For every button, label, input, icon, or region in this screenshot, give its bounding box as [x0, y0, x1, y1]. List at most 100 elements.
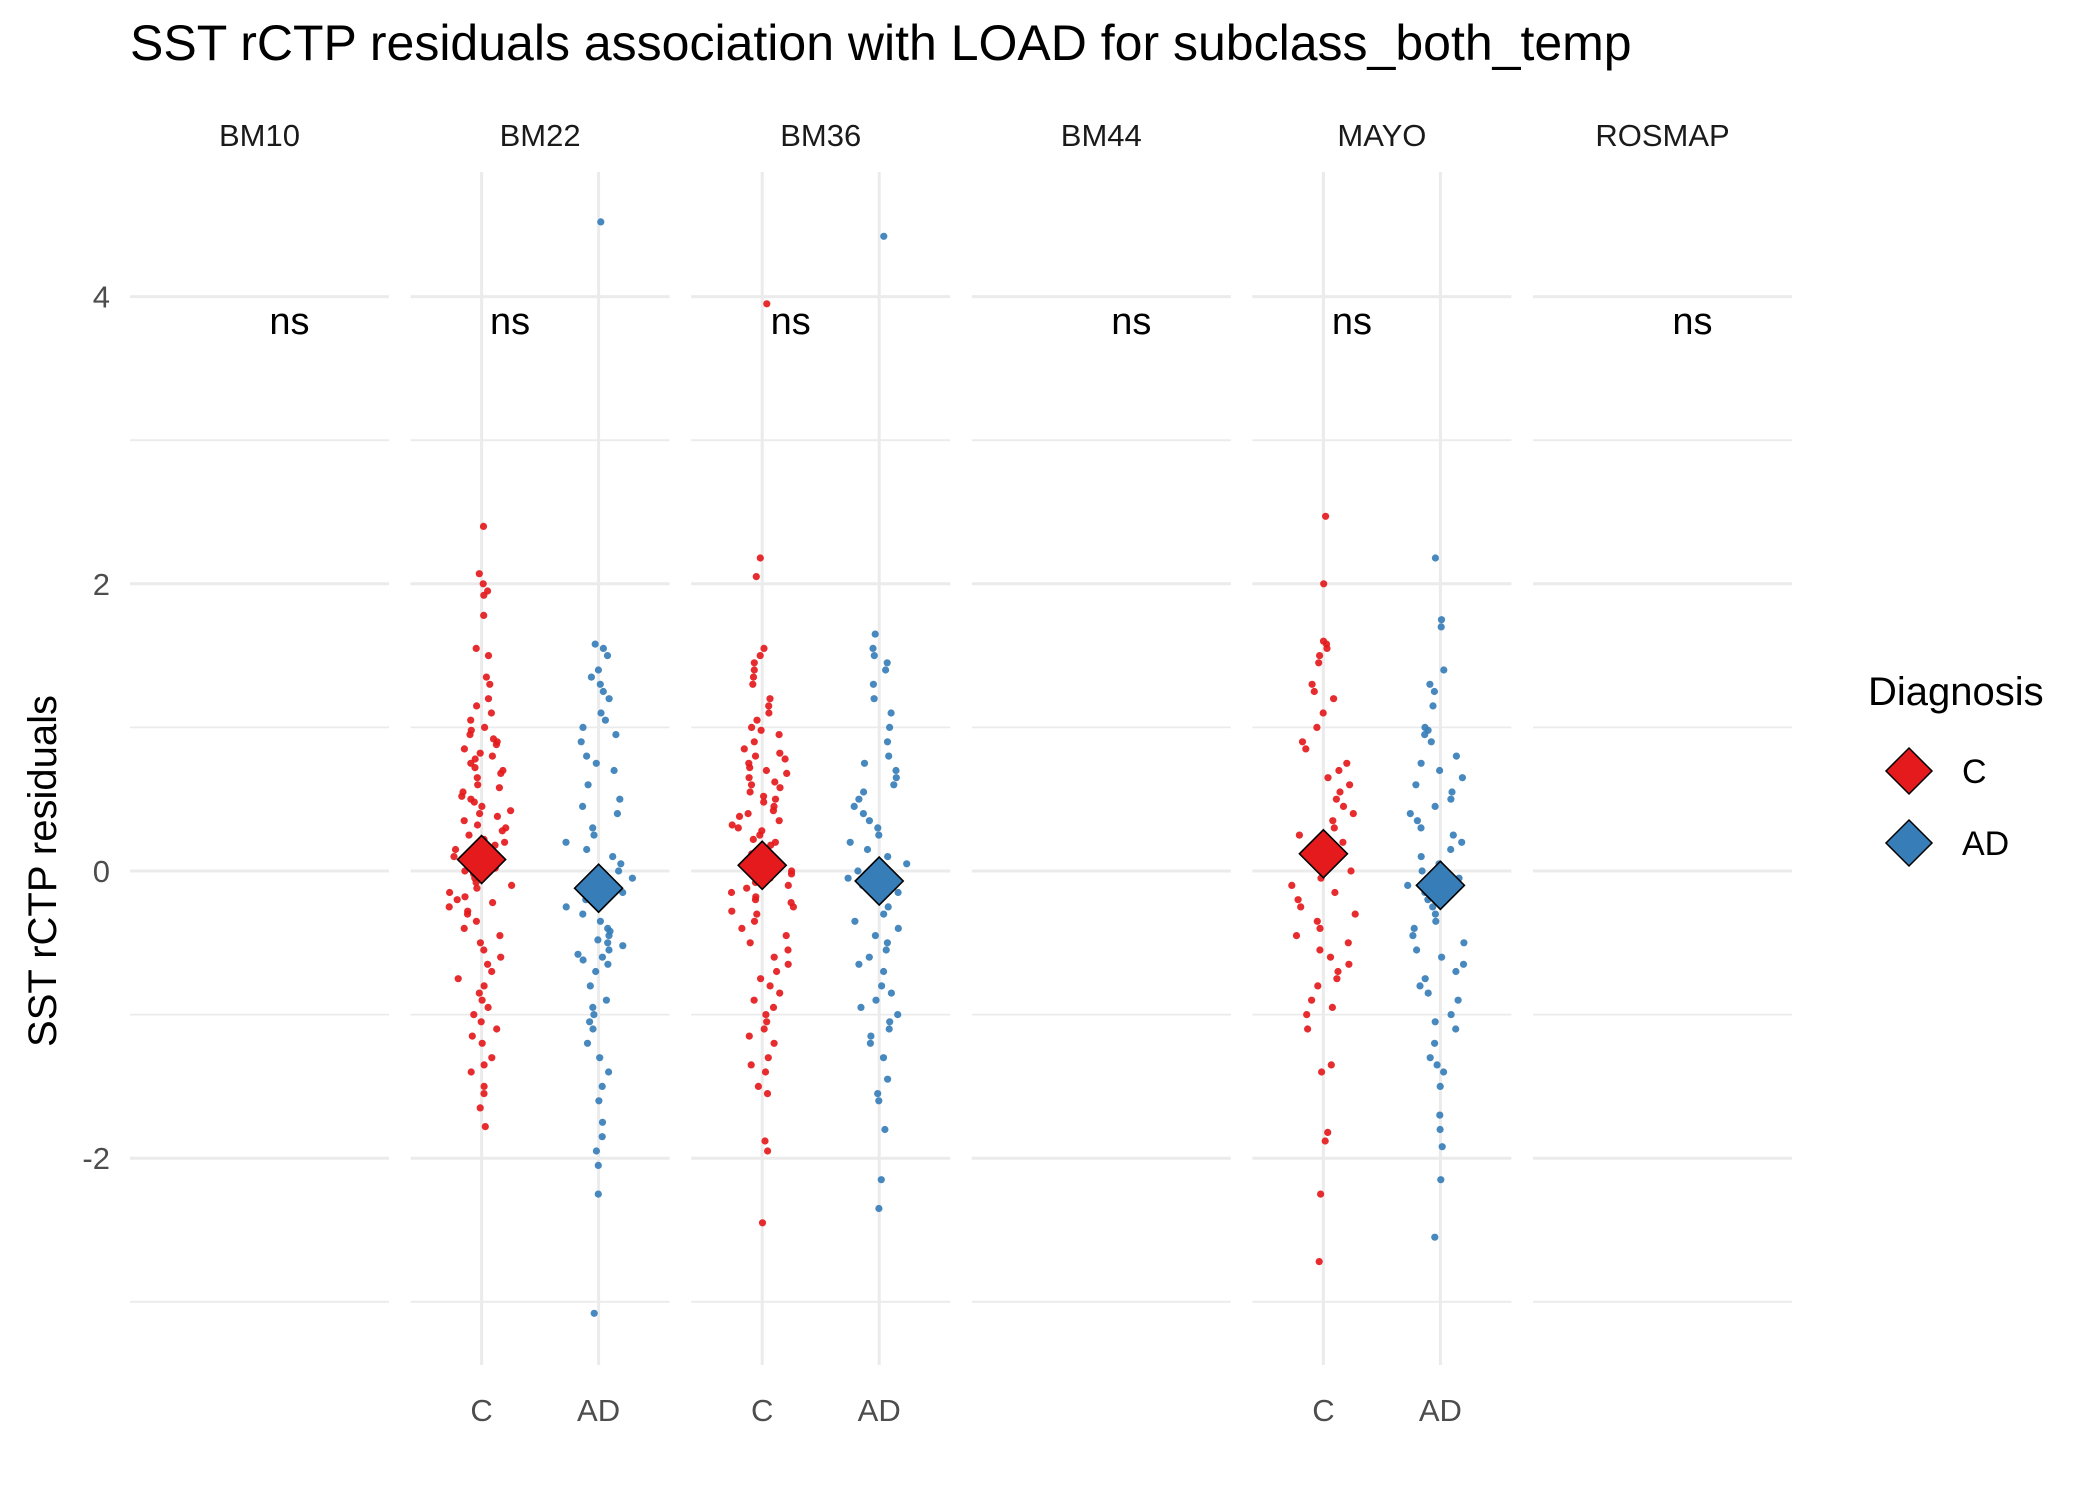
x-tick-label-bm36-c: C: [751, 1393, 773, 1428]
data-point: [784, 960, 792, 968]
data-point: [890, 781, 898, 789]
data-point: [757, 726, 765, 734]
x-tick-label-bm36-ad: AD: [858, 1393, 901, 1428]
data-point: [1288, 881, 1296, 890]
x-tick-label-mayo-ad: AD: [1419, 1393, 1462, 1428]
data-point: [591, 640, 599, 648]
data-point: [760, 798, 768, 806]
data-point: [1330, 695, 1338, 703]
data-point: [773, 967, 781, 976]
data-point: [860, 759, 869, 767]
data-point: [482, 673, 490, 681]
data-point: [761, 1068, 770, 1076]
data-point: [754, 1082, 763, 1090]
data-point: [1327, 1061, 1335, 1069]
data-point: [892, 766, 900, 775]
data-point: [1431, 910, 1439, 918]
data-point: [477, 1018, 485, 1026]
data-point: [583, 752, 591, 760]
data-point: [481, 723, 489, 732]
data-point: [1447, 795, 1455, 803]
data-point: [745, 1032, 753, 1040]
data-point: [597, 709, 605, 717]
data-point: [450, 853, 458, 861]
data-point: [489, 899, 497, 907]
data-point: [445, 903, 453, 911]
data-point: [789, 903, 798, 911]
data-point: [589, 824, 597, 832]
data-point: [1333, 975, 1341, 983]
data-point: [495, 784, 503, 792]
data-point: [745, 774, 753, 782]
data-point: [738, 924, 746, 933]
significance-label-mayo: ns: [1332, 301, 1372, 343]
chart-title: SST rCTP residuals association with LOAD…: [130, 15, 1632, 71]
y-tick-label: -2: [82, 1141, 110, 1176]
data-point: [855, 960, 863, 968]
data-point: [598, 1118, 607, 1126]
data-point: [1297, 903, 1305, 911]
data-point: [1440, 666, 1448, 674]
data-point: [619, 942, 627, 950]
legend: Diagnosis C AD: [1868, 670, 2044, 868]
data-point: [1308, 680, 1316, 688]
legend-label-c: C: [1962, 753, 1987, 791]
data-point: [886, 723, 894, 732]
data-point: [474, 781, 482, 789]
data-point: [605, 932, 613, 940]
x-tick-label-bm22-c: C: [470, 1393, 492, 1428]
data-point: [875, 1204, 883, 1213]
data-point: [1417, 853, 1425, 861]
data-point: [596, 1054, 604, 1062]
facet-label-mayo: MAYO: [1337, 118, 1426, 153]
data-point: [1332, 795, 1340, 803]
data-point: [750, 738, 758, 746]
data-point: [466, 731, 474, 739]
data-point: [750, 659, 758, 667]
data-point: [1458, 774, 1466, 782]
data-point: [884, 903, 892, 911]
data-point: [761, 1137, 769, 1145]
legend-key-ad: [1884, 818, 1934, 868]
data-point: [598, 1082, 606, 1090]
significance-label-bm10: ns: [269, 301, 309, 343]
data-point: [1324, 1128, 1332, 1136]
data-point: [1318, 1068, 1326, 1076]
data-point: [753, 716, 761, 724]
data-point: [877, 1176, 885, 1184]
data-point: [844, 874, 852, 882]
data-point: [480, 611, 488, 620]
data-point: [476, 749, 484, 757]
data-point: [1431, 1233, 1439, 1241]
data-point: [734, 824, 742, 832]
data-point: [480, 946, 488, 954]
data-point: [874, 1090, 882, 1098]
data-point: [454, 975, 462, 983]
data-point: [863, 845, 872, 854]
data-point: [476, 1104, 484, 1112]
data-point: [476, 810, 484, 818]
data-point: [871, 932, 880, 940]
data-point: [458, 792, 466, 800]
data-point: [1416, 982, 1424, 990]
data-point: [855, 795, 863, 803]
data-point: [1436, 1111, 1444, 1119]
data-point: [1339, 838, 1347, 846]
data-point: [750, 917, 759, 925]
data-point: [1321, 1137, 1329, 1145]
data-point: [479, 580, 487, 588]
data-point: [857, 1003, 865, 1012]
data-point: [735, 812, 744, 821]
data-point: [757, 975, 765, 983]
data-point: [460, 817, 468, 825]
data-point: [1294, 896, 1302, 904]
data-point: [507, 807, 515, 815]
data-point: [562, 838, 570, 846]
data-point: [872, 996, 880, 1004]
data-point: [1308, 996, 1316, 1004]
data-point: [599, 644, 608, 653]
data-point: [612, 731, 620, 739]
data-point: [481, 1123, 489, 1131]
data-point: [599, 687, 607, 696]
data-point: [751, 896, 760, 904]
